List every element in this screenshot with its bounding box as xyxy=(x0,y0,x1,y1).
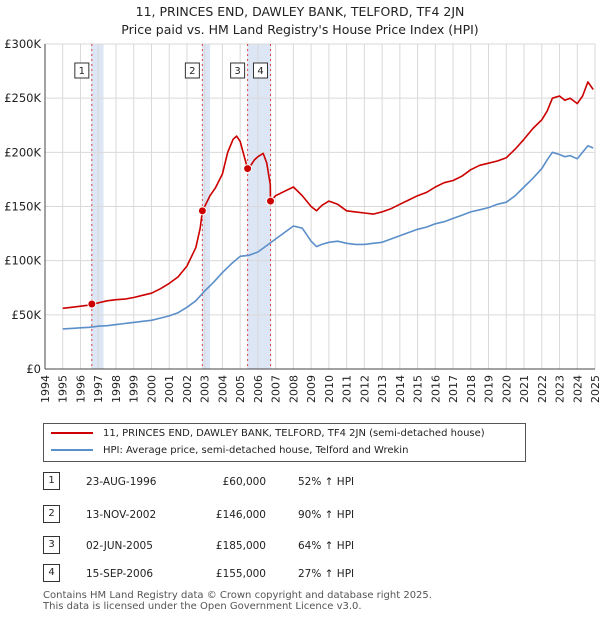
sale-number-label: 2 xyxy=(189,66,195,77)
sale-number-label: 3 xyxy=(234,66,240,77)
y-tick-label: £250K xyxy=(4,91,41,105)
footer-line-1: Contains HM Land Registry data © Crown c… xyxy=(43,590,432,601)
x-tick-label: 2021 xyxy=(518,375,531,403)
sales-row: 1 23-AUG-1996 £60,000 52% ↑ HPI xyxy=(0,472,600,492)
sale-number-box xyxy=(74,62,90,79)
x-tick-label: 2011 xyxy=(341,375,354,403)
x-tick-label: 1996 xyxy=(74,375,87,403)
property-price-line xyxy=(62,81,594,310)
x-tick-label: 2002 xyxy=(181,375,194,403)
x-tick-label: 2008 xyxy=(287,375,300,403)
x-tick-label: 2007 xyxy=(270,375,283,403)
footer-line-2: This data is licensed under the Open Gov… xyxy=(43,601,362,612)
x-tick-label: 2005 xyxy=(234,375,247,403)
y-tick-label: £200K xyxy=(4,145,41,159)
sale-point xyxy=(266,196,275,206)
x-tick-label: 2016 xyxy=(429,375,442,403)
x-tick-label: 2000 xyxy=(145,375,158,403)
x-tick-label: 1997 xyxy=(92,375,105,403)
sale-number-label: 1 xyxy=(79,66,85,77)
sale-price: £60,000 xyxy=(222,476,266,488)
sale-number-badge: 3 xyxy=(43,536,60,554)
x-tick-label: 2013 xyxy=(376,375,389,403)
sales-row: 2 13-NOV-2002 £146,000 90% ↑ HPI xyxy=(0,505,600,525)
legend-swatch-hpi xyxy=(51,449,93,451)
x-tick-label: 1998 xyxy=(110,375,123,403)
x-tick-label: 1994 xyxy=(39,375,52,403)
sale-point xyxy=(197,206,207,216)
x-tick-label: 2018 xyxy=(465,375,478,403)
y-tick-label: £0 xyxy=(26,362,41,376)
hpi-line xyxy=(62,145,594,330)
sale-price: £185,000 xyxy=(215,540,266,552)
x-tick-label: 2006 xyxy=(252,375,265,403)
legend-item-hpi: HPI: Average price, semi-detached house,… xyxy=(51,443,408,459)
sale-number-box xyxy=(184,62,200,79)
sale-hpi-change: 90% ↑ HPI xyxy=(298,509,355,521)
sale-date: 02-JUN-2005 xyxy=(86,540,153,552)
sale-price: £155,000 xyxy=(215,568,266,580)
sale-hpi-change: 52% ↑ HPI xyxy=(298,476,355,488)
x-tick-label: 2017 xyxy=(447,375,460,403)
x-tick-label: 2015 xyxy=(412,375,425,403)
title-line-1: 11, PRINCES END, DAWLEY BANK, TELFORD, T… xyxy=(135,4,465,19)
sale-hpi-change: 27% ↑ HPI xyxy=(298,568,355,580)
x-tick-label: 2010 xyxy=(323,375,336,403)
legend-label-hpi: HPI: Average price, semi-detached house,… xyxy=(103,445,409,456)
x-tick-label: 2012 xyxy=(358,375,371,403)
y-tick-label: £300K xyxy=(4,37,41,51)
sales-row: 3 02-JUN-2005 £185,000 64% ↑ HPI xyxy=(0,536,600,556)
footer: Contains HM Land Registry data © Crown c… xyxy=(43,590,432,612)
sale-number-box xyxy=(230,62,246,79)
x-tick-label: 2009 xyxy=(305,375,318,403)
sale-date: 15-SEP-2006 xyxy=(86,568,154,580)
x-tick-label: 2025 xyxy=(589,375,600,403)
sale-number-badge: 4 xyxy=(43,564,60,582)
x-tick-label: 1999 xyxy=(128,375,141,403)
sale-price: £146,000 xyxy=(215,509,266,521)
title-line-2: Price paid vs. HM Land Registry's House … xyxy=(121,22,479,37)
price-chart: £0 £50K £100K £150K £200K £250K £300K 1994 1995 1… xyxy=(4,37,600,403)
x-tick-label: 2014 xyxy=(394,375,407,403)
y-tick-label: £150K xyxy=(4,200,41,214)
x-tick-label: 2003 xyxy=(199,375,212,403)
sale-number-label: 4 xyxy=(257,66,263,77)
x-tick-label: 2022 xyxy=(536,375,549,403)
y-tick-label: £100K xyxy=(4,254,41,268)
sale-number-badge: 2 xyxy=(43,505,60,523)
sales-row: 4 15-SEP-2006 £155,000 27% ↑ HPI xyxy=(0,564,600,584)
x-tick-label: 2019 xyxy=(483,375,496,403)
sale-number-box xyxy=(253,62,268,79)
sale-point xyxy=(87,299,97,309)
x-tick-label: 2001 xyxy=(163,375,176,403)
chart-title: 11, PRINCES END, DAWLEY BANK, TELFORD, T… xyxy=(0,3,600,39)
sale-number-badge: 1 xyxy=(43,472,60,490)
sale-date: 23-AUG-1996 xyxy=(86,476,157,488)
x-tick-label: 1995 xyxy=(57,375,70,403)
sale-date: 13-NOV-2002 xyxy=(86,509,157,521)
x-tick-label: 2020 xyxy=(500,375,513,403)
x-tick-label: 2004 xyxy=(216,375,229,403)
legend-item-property: 11, PRINCES END, DAWLEY BANK, TELFORD, T… xyxy=(51,426,485,442)
x-tick-label: 2024 xyxy=(571,375,584,403)
legend: 11, PRINCES END, DAWLEY BANK, TELFORD, T… xyxy=(43,423,526,462)
legend-swatch-property xyxy=(51,432,93,434)
sale-point xyxy=(243,164,253,174)
x-tick-label: 2023 xyxy=(554,375,567,403)
legend-label-property: 11, PRINCES END, DAWLEY BANK, TELFORD, T… xyxy=(103,428,485,439)
y-tick-label: £50K xyxy=(12,308,42,322)
sale-hpi-change: 64% ↑ HPI xyxy=(298,540,355,552)
